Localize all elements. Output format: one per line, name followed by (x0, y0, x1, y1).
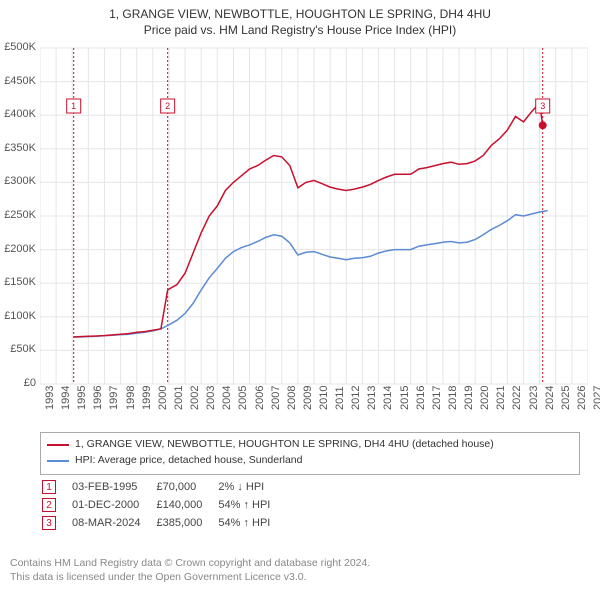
event-marker: 1 (40, 478, 70, 496)
legend-label: 1, GRANGE VIEW, NEWBOTTLE, HOUGHTON LE S… (75, 437, 494, 453)
y-tick-label: £150K (0, 276, 36, 288)
y-tick-label: £0 (0, 377, 36, 389)
y-tick-label: £250K (0, 209, 36, 221)
footer-line2: This data is licensed under the Open Gov… (10, 570, 370, 584)
y-tick-label: £400K (0, 108, 36, 120)
footer-line1: Contains HM Land Registry data © Crown c… (10, 556, 370, 570)
y-tick-label: £100K (0, 310, 36, 322)
event-marker: 3 (40, 514, 70, 532)
event-date: 03-FEB-1995 (70, 478, 154, 496)
y-tick-label: £300K (0, 175, 36, 187)
chart-title-address: 1, GRANGE VIEW, NEWBOTTLE, HOUGHTON LE S… (0, 6, 600, 22)
event-pct: 2% ↓ HPI (216, 478, 284, 496)
chart-area: 123 £0£50K£100K£150K£200K£250K£300K£350K… (40, 44, 588, 404)
event-marker: 2 (40, 496, 70, 514)
legend-swatch (47, 444, 69, 446)
svg-text:1: 1 (71, 101, 76, 111)
svg-text:2: 2 (165, 101, 170, 111)
y-tick-label: £350K (0, 142, 36, 154)
footer: Contains HM Land Registry data © Crown c… (10, 556, 370, 584)
legend-label: HPI: Average price, detached house, Sund… (75, 453, 302, 469)
event-row: 103-FEB-1995£70,0002% ↓ HPI (40, 478, 284, 496)
y-tick-label: £500K (0, 41, 36, 53)
event-price: £385,000 (154, 514, 216, 532)
event-row: 201-DEC-2000£140,00054% ↑ HPI (40, 496, 284, 514)
event-price: £70,000 (154, 478, 216, 496)
chart-title-subtitle: Price paid vs. HM Land Registry's House … (0, 22, 600, 38)
legend-swatch (47, 460, 69, 462)
legend-item: 1, GRANGE VIEW, NEWBOTTLE, HOUGHTON LE S… (47, 437, 573, 453)
x-tick-label: 2027 (592, 386, 600, 410)
legend-item: HPI: Average price, detached house, Sund… (47, 453, 573, 469)
y-tick-label: £200K (0, 243, 36, 255)
y-tick-label: £450K (0, 75, 36, 87)
event-price: £140,000 (154, 496, 216, 514)
svg-text:3: 3 (540, 101, 545, 111)
chart-svg: 1 2 3 (40, 44, 588, 404)
legend: 1, GRANGE VIEW, NEWBOTTLE, HOUGHTON LE S… (40, 432, 580, 475)
event-date: 08-MAR-2024 (70, 514, 154, 532)
event-pct: 54% ↑ HPI (216, 514, 284, 532)
event-date: 01-DEC-2000 (70, 496, 154, 514)
y-tick-label: £50K (0, 343, 36, 355)
event-row: 308-MAR-2024£385,00054% ↑ HPI (40, 514, 284, 532)
event-pct: 54% ↑ HPI (216, 496, 284, 514)
events-table: 103-FEB-1995£70,0002% ↓ HPI201-DEC-2000£… (40, 478, 284, 532)
